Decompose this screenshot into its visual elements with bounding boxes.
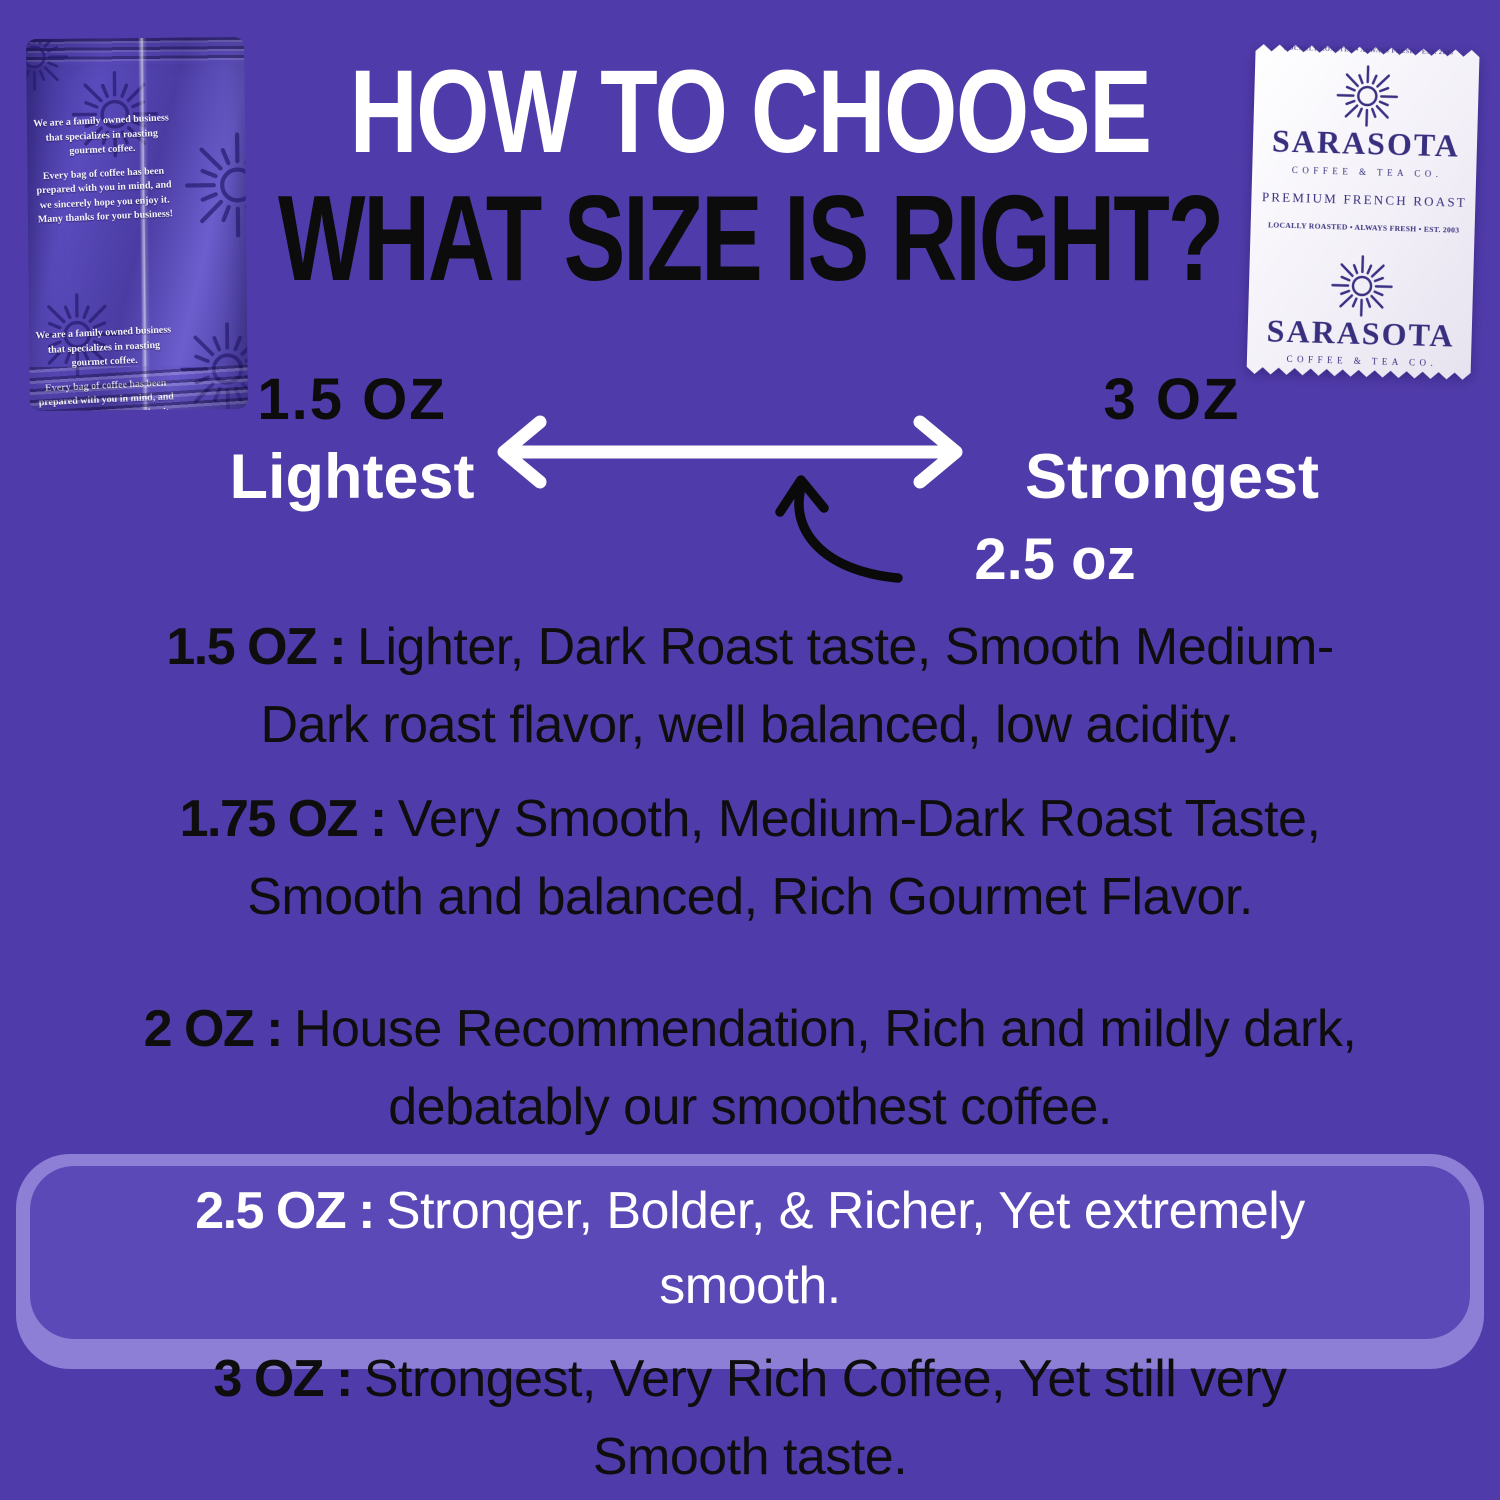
bag-product-name: PREMIUM FRENCH ROAST <box>1262 189 1467 210</box>
white-bag-art: LOCALLY ROASTED • ALWAYS FRESH • EST. 20… <box>1246 44 1480 380</box>
size-label: 3 OZ : <box>213 1350 353 1408</box>
highlighted-size-inner: 2.5 OZ : Stronger, Bolder, & Richer, Yet … <box>30 1166 1470 1339</box>
size-text-line1: Lighter, Dark Roast taste, Smooth Medium… <box>357 618 1334 676</box>
scale-right-size: 3 OZ <box>1103 367 1241 432</box>
size-text-line2: smooth. <box>659 1257 841 1316</box>
size-label: 1.75 OZ : <box>179 790 388 848</box>
size-description-1-75oz: 1.75 OZ : Very Smooth, Medium-Dark Roast … <box>0 780 1500 936</box>
curved-arrow-icon <box>775 475 903 583</box>
size-description-3oz: 3 OZ : Strongest, Very Rich Coffee, Yet s… <box>0 1340 1500 1496</box>
page-title: HOW TO CHOOSE <box>349 46 1152 178</box>
size-text-line1: Very Smooth, Medium-Dark Roast Taste, <box>397 790 1321 848</box>
bag-message-block: We are a family owned business that spec… <box>35 323 176 411</box>
size-label: 1.5 OZ : <box>166 618 346 676</box>
bag-message-block: We are a family owned business that spec… <box>33 111 174 237</box>
size-text-line2: debatably our smoothest coffee. <box>388 1078 1112 1136</box>
bag-crimp-text: LOCALLY ROASTED • ALWAYS FRESH • EST. 20… <box>1284 45 1454 57</box>
bag-sub-brand: COFFEE & TEA CO. <box>1292 165 1443 179</box>
size-text-line1: House Recommendation, Rich and mildly da… <box>294 1000 1357 1058</box>
scale-left-endpoint: 1.5 OZ Lightest <box>192 366 512 513</box>
bag-message: We are a family owned business that spec… <box>35 324 172 369</box>
highlighted-size-box: 2.5 OZ : Stronger, Bolder, & Richer, Yet … <box>16 1154 1484 1369</box>
bag-message: We are a family owned business that spec… <box>33 112 170 157</box>
bag-sub-brand: COFFEE & TEA CO. <box>1286 354 1437 368</box>
scale-arrows <box>497 415 963 583</box>
bag-brand: SARASOTA <box>1272 122 1461 163</box>
scale-right-endpoint: 3 OZ Strongest <box>1012 366 1332 513</box>
size-text-line2: Dark roast flavor, well balanced, low ac… <box>260 696 1240 754</box>
scale-left-size: 1.5 OZ <box>257 367 447 432</box>
size-text-line1: Stronger, Bolder, & Richer, Yet extremel… <box>385 1182 1305 1240</box>
size-text-line2: Smooth and balanced, Rich Gourmet Flavor… <box>247 868 1253 926</box>
sun-icon <box>26 36 69 92</box>
bag-message: Every bag of coffee has been prepared wi… <box>36 165 174 226</box>
size-description-1-5oz: 1.5 OZ : Lighter, Dark Roast taste, Smoot… <box>0 608 1500 764</box>
size-label: 2 OZ : <box>143 1000 284 1058</box>
bag-message: Every bag of coffee has been prepared wi… <box>38 377 175 411</box>
size-label: 2.5 OZ : <box>195 1182 375 1240</box>
size-text-line1: Strongest, Very Rich Coffee, Yet still v… <box>363 1350 1287 1408</box>
sun-icon <box>187 134 248 236</box>
purple-coffee-bag-photo: We are a family owned business that spec… <box>26 36 248 412</box>
scale-left-strength: Lightest <box>229 442 475 512</box>
bag-brand: SARASOTA <box>1266 312 1455 353</box>
page-subtitle: WHAT SIZE IS RIGHT? <box>278 170 1224 306</box>
bag-outline <box>1246 44 1480 380</box>
white-coffee-bag-photo: LOCALLY ROASTED • ALWAYS FRESH • EST. 20… <box>1243 35 1485 395</box>
size-description-2-5oz: 2.5 OZ : Stronger, Bolder, & Richer, Yet … <box>54 1174 1446 1325</box>
size-description-2oz: 2 OZ : House Recommendation, Rich and mil… <box>0 990 1500 1146</box>
pointer-size-label: 2.5 oz <box>974 527 1136 592</box>
double-arrow-icon <box>497 415 963 489</box>
scale-right-strength: Strongest <box>1024 442 1320 512</box>
size-text-line2: Smooth taste. <box>592 1428 908 1486</box>
